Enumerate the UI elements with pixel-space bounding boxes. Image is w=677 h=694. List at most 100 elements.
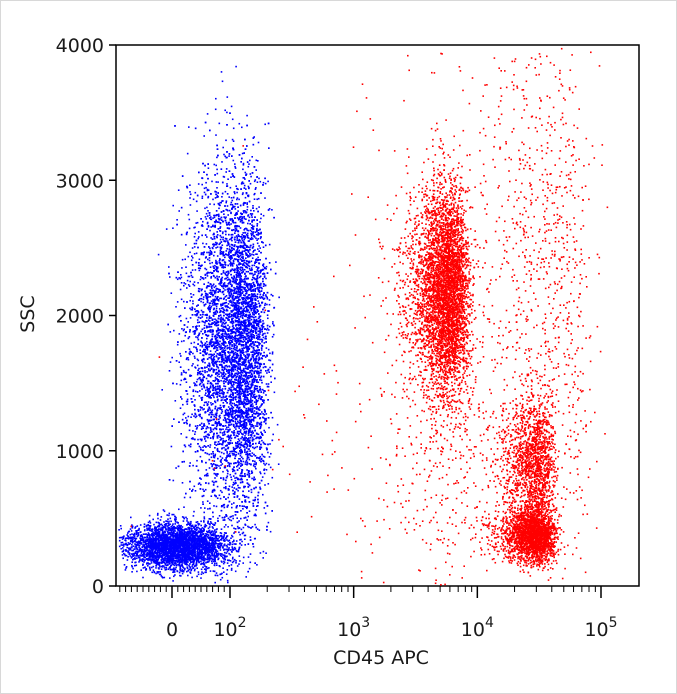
data-point <box>249 561 252 564</box>
data-point <box>174 562 176 564</box>
data-point <box>208 523 211 525</box>
data-point <box>183 517 185 520</box>
data-point <box>206 541 209 543</box>
data-point <box>125 567 127 569</box>
data-point <box>191 565 193 568</box>
data-point <box>151 540 153 543</box>
data-point <box>229 560 232 562</box>
data-point <box>158 554 161 556</box>
data-point <box>154 532 156 535</box>
data-point <box>209 570 212 572</box>
data-point <box>181 564 183 567</box>
data-point <box>203 546 205 549</box>
data-point <box>158 532 161 535</box>
data-point <box>155 530 157 533</box>
data-point <box>183 542 185 545</box>
data-point <box>226 562 229 564</box>
data-point <box>200 529 202 532</box>
data-point <box>182 533 185 535</box>
data-point <box>149 526 151 528</box>
data-point <box>172 528 174 530</box>
data-point <box>202 540 205 542</box>
data-point <box>164 540 166 543</box>
data-point <box>157 559 160 561</box>
data-point <box>222 536 225 538</box>
data-point <box>206 546 209 549</box>
data-point <box>150 548 153 550</box>
data-point <box>132 540 134 543</box>
data-point <box>181 531 183 533</box>
data-point <box>192 558 194 561</box>
data-point <box>148 514 151 517</box>
data-point <box>164 562 166 565</box>
data-point <box>239 539 241 541</box>
data-point <box>185 542 188 544</box>
data-point <box>201 548 203 551</box>
data-point <box>212 550 215 553</box>
data-point <box>231 541 234 543</box>
data-point <box>128 553 131 556</box>
data-point <box>202 536 204 538</box>
data-point <box>134 526 137 528</box>
data-point <box>195 526 198 529</box>
data-point <box>186 564 188 566</box>
data-point <box>163 521 165 523</box>
data-point <box>120 544 123 546</box>
data-point <box>203 521 205 523</box>
data-point <box>166 525 169 527</box>
data-point <box>211 543 213 545</box>
data-point <box>164 526 166 528</box>
data-point <box>133 535 136 538</box>
data-point <box>159 519 162 521</box>
data-point <box>150 545 153 548</box>
data-point <box>199 551 201 553</box>
data-point <box>134 543 136 545</box>
data-point <box>161 556 164 558</box>
data-point <box>153 558 155 560</box>
data-point <box>186 566 188 568</box>
data-point <box>166 551 169 553</box>
data-point <box>204 525 207 528</box>
data-point <box>215 550 217 552</box>
data-point <box>137 551 140 553</box>
data-point <box>186 532 188 535</box>
data-point <box>226 544 228 547</box>
data-point <box>208 550 211 552</box>
data-point <box>129 528 132 530</box>
data-point <box>167 528 169 531</box>
data-point <box>183 568 186 571</box>
data-point <box>196 544 199 546</box>
data-point <box>130 516 132 519</box>
data-point <box>205 545 208 547</box>
data-point <box>195 559 198 562</box>
data-point <box>157 531 160 533</box>
data-point <box>168 532 170 535</box>
data-point <box>186 543 189 546</box>
data-point <box>202 563 205 565</box>
data-point <box>206 540 208 543</box>
data-point <box>174 530 176 532</box>
data-point <box>205 533 207 535</box>
data-point <box>210 558 212 560</box>
data-point <box>172 535 175 538</box>
data-point <box>141 538 143 540</box>
data-point <box>178 532 180 535</box>
data-point <box>156 553 159 555</box>
data-point <box>160 555 163 557</box>
data-point <box>186 520 188 522</box>
data-point <box>167 552 170 555</box>
data-point <box>171 533 174 535</box>
data-point <box>195 539 197 541</box>
data-point <box>214 562 216 565</box>
data-point <box>142 576 144 579</box>
data-point <box>207 551 210 553</box>
data-point <box>154 529 156 532</box>
data-point <box>139 558 141 560</box>
data-point <box>179 557 182 559</box>
data-point <box>160 552 163 555</box>
data-point <box>185 557 187 560</box>
data-point <box>205 552 208 555</box>
data-point <box>209 551 211 554</box>
data-point <box>158 564 161 567</box>
